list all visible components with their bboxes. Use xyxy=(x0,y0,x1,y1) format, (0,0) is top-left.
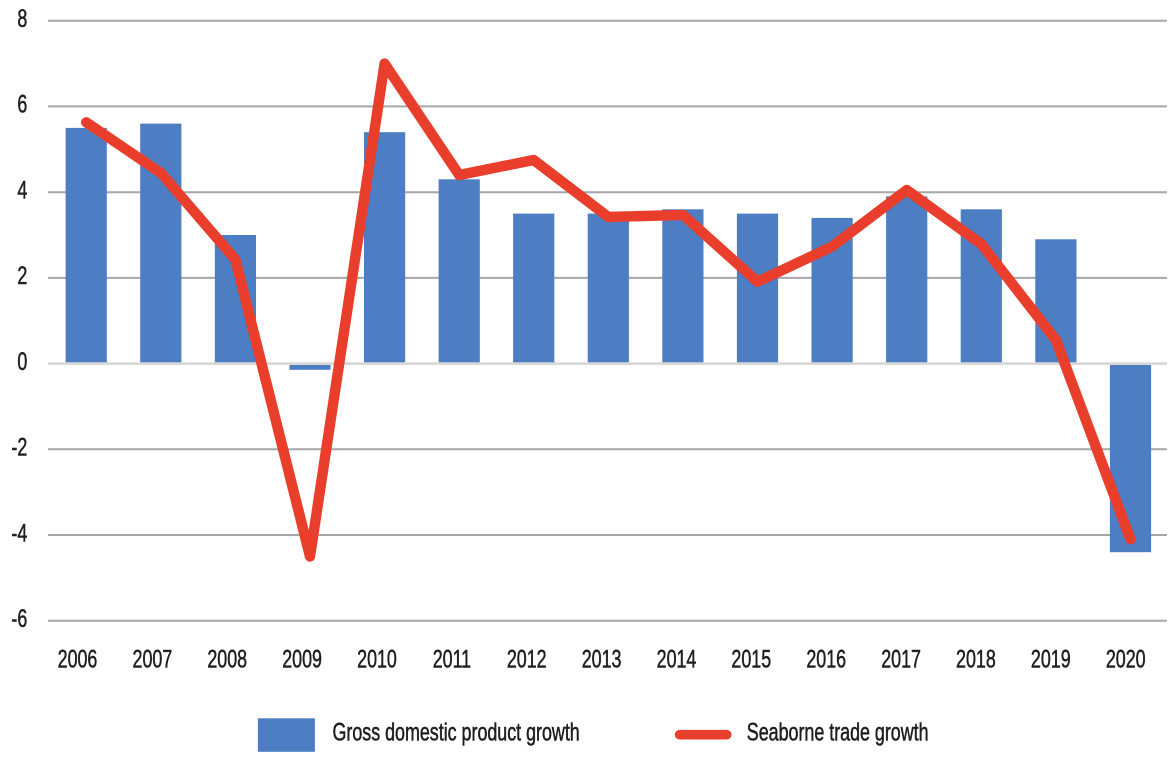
svg-text:2006: 2006 xyxy=(58,644,98,673)
svg-text:8: 8 xyxy=(17,4,27,33)
svg-text:2011: 2011 xyxy=(433,644,471,673)
svg-text:-6: -6 xyxy=(11,604,27,633)
svg-text:4: 4 xyxy=(17,175,27,204)
svg-text:2014: 2014 xyxy=(657,644,697,673)
svg-text:2020: 2020 xyxy=(1106,644,1146,673)
svg-text:2010: 2010 xyxy=(357,644,397,673)
svg-text:2017: 2017 xyxy=(881,644,921,673)
svg-text:-4: -4 xyxy=(11,518,27,547)
svg-text:2008: 2008 xyxy=(207,644,247,673)
svg-text:2: 2 xyxy=(17,261,27,290)
svg-text:6: 6 xyxy=(17,90,27,119)
svg-text:2015: 2015 xyxy=(731,644,771,673)
svg-text:2012: 2012 xyxy=(507,644,547,673)
svg-text:0: 0 xyxy=(17,347,27,376)
svg-text:2013: 2013 xyxy=(582,644,622,673)
svg-text:Gross domestic product growth: Gross domestic product growth xyxy=(333,717,580,746)
svg-text:2019: 2019 xyxy=(1031,644,1071,673)
svg-text:-2: -2 xyxy=(11,433,27,462)
svg-text:2018: 2018 xyxy=(956,644,996,673)
svg-text:Seaborne trade growth: Seaborne trade growth xyxy=(747,717,929,746)
svg-text:2016: 2016 xyxy=(806,644,846,673)
svg-text:2009: 2009 xyxy=(282,644,322,673)
svg-text:2007: 2007 xyxy=(133,644,173,673)
